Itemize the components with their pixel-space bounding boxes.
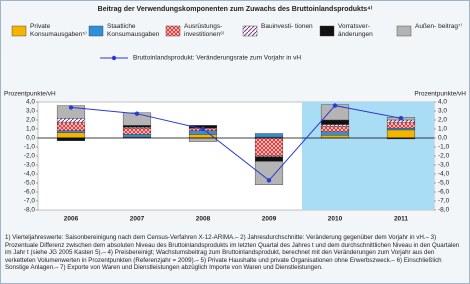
- bar-segment: [386, 122, 416, 129]
- bar-segment: [56, 132, 86, 139]
- y-tick-label: -8,0: [24, 207, 36, 214]
- bar-segment: [254, 133, 284, 138]
- legend-label: Staatliche Konsumausgaben: [107, 23, 160, 38]
- y-tick-label: 1,0: [26, 126, 35, 133]
- y-tick-label: -7,0: [24, 198, 36, 205]
- line-series: [70, 105, 402, 181]
- line-marker: [68, 105, 74, 110]
- y2-tick-label: -8,0: [438, 207, 450, 214]
- bar-segment: [320, 135, 350, 139]
- y2-tick-label: 2,0: [438, 117, 447, 124]
- y2-tick-label: -1,0: [438, 144, 450, 151]
- line-marker: [332, 103, 338, 108]
- x-tick-label: 2010: [328, 216, 343, 223]
- y-axis-label: Prozentpunkte/vH: [4, 91, 56, 98]
- legend-label: Bauinvesti- tionen: [261, 23, 313, 30]
- footnote: 1) Vierteljahreswerte: Saisonbereinigung…: [5, 234, 460, 272]
- y2-tick-label: 3,0: [438, 108, 447, 115]
- bar-segment: [386, 119, 416, 123]
- y-tick-label: 3,0: [26, 108, 35, 115]
- legend-label: Bruttoinlandsprodukt: Veränderungsrate z…: [133, 55, 301, 62]
- legend-swatch: [319, 25, 335, 37]
- x-tick-label: 2009: [262, 216, 277, 223]
- y2-tick-label: -6,0: [438, 189, 450, 196]
- bar-segment: [386, 129, 416, 139]
- y-tick-label: 2,0: [26, 117, 35, 124]
- bar-segment: [122, 127, 152, 135]
- legend-swatch: [11, 25, 27, 37]
- line-marker: [134, 111, 140, 116]
- y-tick-label: 4,0: [26, 99, 35, 106]
- legend-swatch: [165, 25, 181, 37]
- x-tick-label: 2007: [130, 216, 145, 223]
- bar-segment: [254, 156, 284, 162]
- bar-segment: [320, 124, 350, 127]
- bar-segment: [56, 117, 86, 123]
- y2-tick-label: 4,0: [438, 99, 447, 106]
- line-marker: [266, 178, 272, 183]
- bar-segment: [188, 137, 218, 142]
- bar-segment: [320, 126, 350, 132]
- bar-segment: [254, 161, 284, 185]
- y-tick-label: -3,0: [24, 162, 36, 169]
- y2-tick-label: -2,0: [438, 153, 450, 160]
- legend-swatch: [88, 25, 104, 37]
- y2-axis-label: Prozentpunkte/vH: [414, 91, 466, 98]
- line-marker: [200, 126, 206, 132]
- bar-segment: [56, 130, 86, 133]
- y2-tick-label: 0,0: [438, 135, 447, 142]
- legend-label: Ausrüstungs- investitionen⁶⁾: [184, 23, 225, 38]
- legend-label: Außen- beitrag⁷⁾: [415, 23, 462, 30]
- y-tick-label: -6,0: [24, 189, 36, 196]
- bar-segment: [56, 137, 86, 141]
- bar-segment: [254, 137, 284, 157]
- y2-tick-label: -5,0: [438, 180, 450, 187]
- bar-segment: [122, 125, 152, 128]
- legend-swatch: [396, 25, 412, 37]
- line-marker: [398, 116, 404, 121]
- x-tick-label: 2011: [394, 216, 408, 223]
- y2-tick-label: -4,0: [438, 171, 450, 178]
- y-tick-label: -1,0: [24, 144, 36, 151]
- bar-segment: [320, 131, 350, 136]
- y-tick-label: -4,0: [24, 171, 36, 178]
- bar-segment: [122, 134, 152, 138]
- legend-label: Vorratsver- änderungen: [338, 23, 373, 38]
- y2-tick-label: -7,0: [438, 198, 450, 205]
- chart-title: Beitrag der Verwendungskomponenten zum Z…: [98, 5, 373, 13]
- y-tick-label: -5,0: [24, 180, 36, 187]
- y2-tick-label: -3,0: [438, 162, 450, 169]
- bar-segment: [320, 119, 350, 125]
- x-tick-label: 2008: [196, 216, 211, 223]
- y-tick-label: -2,0: [24, 153, 36, 160]
- y-tick-label: 0,0: [26, 135, 35, 142]
- legend-label: Private Konsumausgaben⁵⁾: [30, 23, 87, 38]
- x-tick-label: 2006: [64, 216, 79, 223]
- legend-swatch: [242, 25, 258, 37]
- bar-segment: [188, 130, 218, 135]
- bar-segment: [56, 122, 86, 131]
- y2-tick-label: 1,0: [438, 126, 447, 133]
- bar-segment: [386, 127, 416, 131]
- legend-marker: [111, 55, 117, 61]
